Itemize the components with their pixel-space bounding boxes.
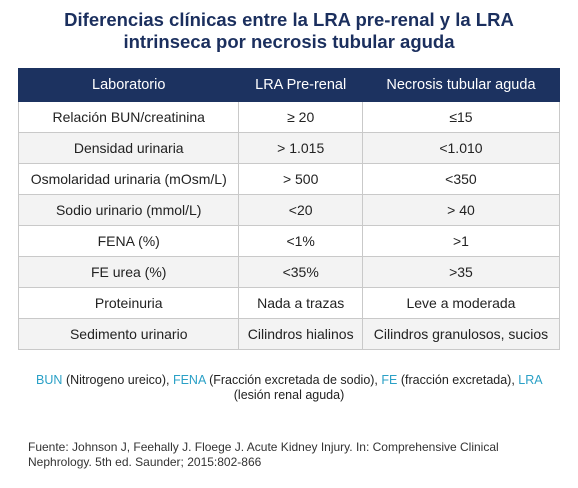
table-cell: Cilindros hialinos	[238, 318, 363, 350]
table-cell: <20	[238, 194, 363, 226]
table-row: Sedimento urinario Cilindros hialinos Cili…	[17, 318, 561, 350]
table-cell: > 1.015	[238, 132, 363, 164]
title-line: intrinseca por necrosis tubular aguda	[123, 31, 455, 52]
table-cell: > 40	[361, 194, 561, 226]
table-cell: FE urea (%)	[17, 256, 240, 288]
table-row: Sodio urinario (mmol/L) <20 > 40	[17, 194, 561, 226]
table-cell: Densidad urinaria	[17, 132, 240, 164]
table-cell: Nada a trazas	[238, 287, 363, 319]
table-cell: ≥ 20	[238, 101, 363, 133]
table-cell: Sedimento urinario	[17, 318, 240, 350]
table-cell: Leve a moderada	[361, 287, 561, 319]
table-cell: <350	[361, 163, 561, 195]
lab-table: Laboratorio LRA Pre-renal Necrosis tubular…	[17, 68, 561, 350]
abbreviation-definition: (Nitrogeno ureico),	[65, 373, 170, 387]
column-header: Laboratorio	[17, 68, 240, 102]
table-cell: <1%	[238, 225, 363, 257]
header-row: Laboratorio LRA Pre-renal Necrosis tubular…	[17, 68, 561, 102]
table-cell: Osmolaridad urinaria (mOsm/L)	[17, 163, 240, 195]
abbreviation-definition: (Fracción excretada de sodio),	[209, 373, 378, 387]
table-cell: Relación BUN/creatinina	[17, 101, 240, 133]
abbreviation: LRA	[518, 373, 542, 387]
table-cell: ≤15	[361, 101, 561, 133]
table-cell: <1.010	[361, 132, 561, 164]
title: Diferencias clínicas entre la LRA pre-re…	[0, 9, 578, 53]
table-cell: >35	[361, 256, 561, 288]
table-cell: Sodio urinario (mmol/L)	[17, 194, 240, 226]
abbreviation: FENA	[172, 373, 206, 387]
abbreviation-definition: (lesión renal aguda)	[233, 388, 345, 402]
column-header: LRA Pre-renal	[238, 68, 363, 102]
abbreviations: BUN (Nitrogeno ureico), FENA (Fracción e…	[30, 373, 548, 403]
table-row: Densidad urinaria > 1.015 <1.010	[17, 132, 561, 164]
table-cell: <35%	[238, 256, 363, 288]
abbreviation: FE	[381, 373, 398, 387]
column-header: Necrosis tubular aguda	[361, 68, 561, 102]
abbreviation-definition: (fracción excretada),	[400, 373, 515, 387]
table-row: FENA (%) <1% >1	[17, 225, 561, 257]
table-cell: Cilindros granulosos, sucios	[361, 318, 561, 350]
table-row: Osmolaridad urinaria (mOsm/L) > 500 <350	[17, 163, 561, 195]
table-row: Proteinuria Nada a trazas Leve a moderada	[17, 287, 561, 319]
table-row: Relación BUN/creatinina ≥ 20 ≤15	[17, 101, 561, 133]
table-row: FE urea (%) <35% >35	[17, 256, 561, 288]
table-cell: >1	[361, 225, 561, 257]
table-body: Relación BUN/creatinina ≥ 20 ≤15 Densidad u…	[17, 101, 561, 350]
table-cell: Proteinuria	[17, 287, 240, 319]
table-cell: FENA (%)	[17, 225, 240, 257]
title-line: Diferencias clínicas entre la LRA pre-re…	[64, 9, 514, 30]
source: Fuente: Johnson J, Feehally J. Floege J.…	[28, 440, 499, 469]
table-cell: > 500	[238, 163, 363, 195]
abbreviation: BUN	[36, 373, 63, 387]
